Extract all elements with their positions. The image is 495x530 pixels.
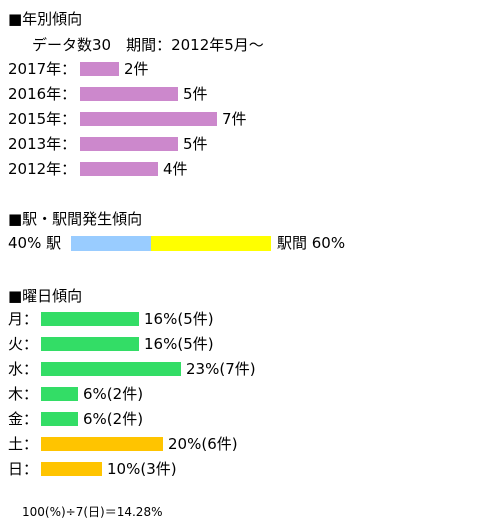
year-label: 2015年：: [8, 110, 77, 128]
weekday-label: 水：: [8, 360, 39, 378]
weekday-footnote: 100(%)÷7(日)＝14.28%: [22, 505, 163, 519]
station-left-label: 40% 駅: [8, 234, 62, 252]
weekday-value-label: 6%(2件): [83, 410, 144, 428]
year-bar: [80, 87, 178, 101]
weekday-value-label: 20%(6件): [168, 435, 238, 453]
year-label: 2017年：: [8, 60, 77, 78]
year-value-label: 5件: [183, 85, 208, 103]
weekday-bar: [41, 312, 139, 326]
year-label: 2016年：: [8, 85, 77, 103]
year-label: 2013年：: [8, 135, 77, 153]
station-segment: [71, 236, 151, 251]
year-bar: [80, 137, 178, 151]
data-count-period: データ数30 期間：2012年5月～: [32, 36, 264, 54]
year-value-label: 5件: [183, 135, 208, 153]
year-value-label: 4件: [163, 160, 188, 178]
weekday-label: 土：: [8, 435, 39, 453]
weekday-value-label: 16%(5件): [144, 310, 214, 328]
weekday-bar: [41, 412, 78, 426]
station-split-bar: 40% 駅 駅間 60%: [8, 233, 488, 253]
weekday-bar: [41, 337, 139, 351]
weekday-label: 木：: [8, 385, 39, 403]
year-value-label: 2件: [124, 60, 149, 78]
weekday-value-label: 23%(7件): [186, 360, 256, 378]
weekday-bar: [41, 362, 181, 376]
weekday-value-label: 10%(3件): [107, 460, 177, 478]
weekday-label: 月：: [8, 310, 39, 328]
weekday-value-label: 6%(2件): [83, 385, 144, 403]
year-bar: [80, 112, 217, 126]
weekday-bar: [41, 387, 78, 401]
weekday-label: 火：: [8, 335, 39, 353]
year-trend-title: ■年別傾向: [8, 10, 83, 28]
weekday-label: 金：: [8, 410, 39, 428]
between-station-segment: [151, 236, 271, 251]
weekday-label: 日：: [8, 460, 39, 478]
station-right-label: 駅間 60%: [277, 234, 346, 252]
year-label: 2012年：: [8, 160, 77, 178]
year-bar: [80, 162, 158, 176]
weekday-bar: [41, 437, 163, 451]
station-trend-title: ■駅・駅間発生傾向: [8, 210, 143, 228]
weekday-trend-title: ■曜日傾向: [8, 287, 83, 305]
year-value-label: 7件: [222, 110, 247, 128]
weekday-value-label: 16%(5件): [144, 335, 214, 353]
year-bar: [80, 62, 119, 76]
weekday-bar: [41, 462, 102, 476]
